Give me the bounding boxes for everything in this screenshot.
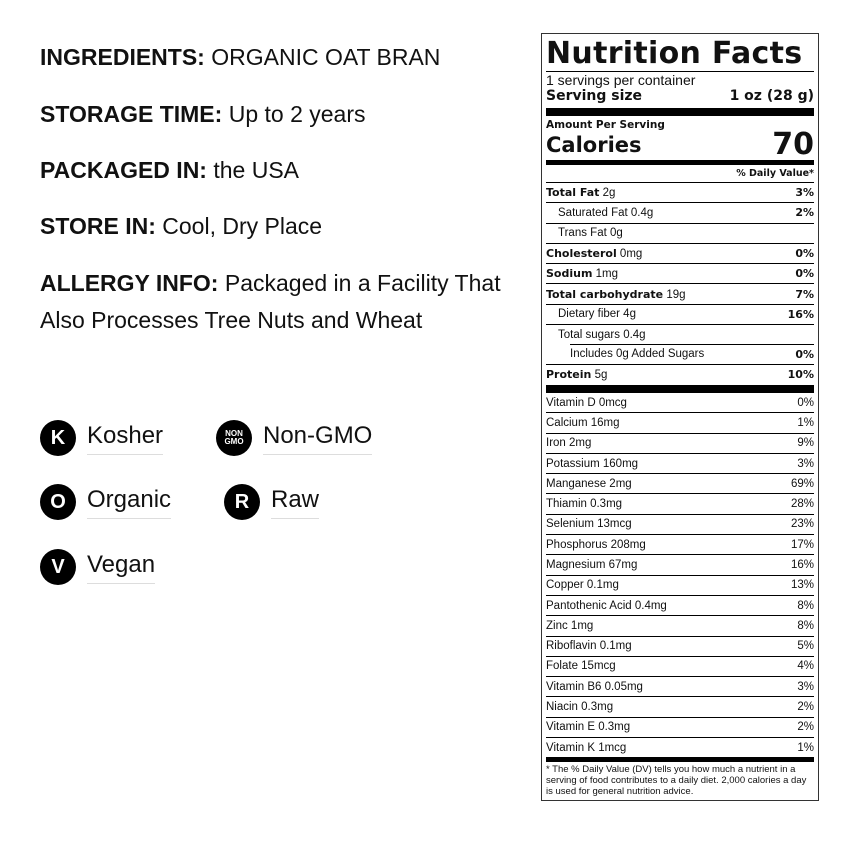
vitamin-list: Vitamin D 0mcg 0% Calcium 16mg 1% Iron 2mg 9%… <box>546 393 814 757</box>
calories: Calories 70 <box>546 127 814 162</box>
nutrient-row: Cholesterol 0mg 0% <box>546 242 814 263</box>
vitamin-row: Niacin 0.3mg 2% <box>546 696 814 716</box>
vitamin-row: Calcium 16mg 1% <box>546 412 814 432</box>
vitamin-row: Magnesium 67mg 16% <box>546 554 814 574</box>
nutrient-row: Trans Fat 0g <box>546 222 814 243</box>
badge-label: Non-GMO <box>263 422 373 455</box>
badge-label: Organic <box>87 486 172 519</box>
nutrient-row: Total carbohydrate 19g 7% <box>546 283 814 303</box>
nutrient-list: Total Fat 2g 3% Saturated Fat 0.4g 2% Trans … <box>546 182 814 384</box>
nutrition-facts-label: Nutrition Facts 1 servings per container… <box>541 33 819 801</box>
badge-raw: R Raw <box>224 484 320 520</box>
vitamin-row: Pantothenic Acid 0.4mg 8% <box>546 594 814 615</box>
nutrient-row: Protein 5g 10% <box>546 363 814 384</box>
vitamin-row: Zinc 1mg 8% <box>546 615 814 635</box>
nutrient-row: Includes 0g Added Sugars 0% <box>546 344 814 364</box>
storage-time: STORAGE TIME: Up to 2 years <box>40 101 366 127</box>
servings-per-container: 1 servings per container <box>546 72 696 88</box>
footnote: * The % Daily Value (DV) tells you how m… <box>546 764 807 798</box>
badge-label: Kosher <box>87 422 164 455</box>
ingredients: INGREDIENTS: ORGANIC OAT BRAN <box>40 44 441 70</box>
label-title: Nutrition Facts <box>546 36 803 71</box>
badge-label: Raw <box>271 486 320 519</box>
vitamin-row: Potassium 160mg 3% <box>546 452 814 473</box>
nutrient-row: Total sugars 0.4g <box>546 324 814 344</box>
vitamin-row: Copper 0.1mg 13% <box>546 574 814 595</box>
badge-label: Vegan <box>87 551 156 584</box>
vegan-icon: V <box>40 549 76 585</box>
vitamin-row: Vitamin B6 0.05mg 3% <box>546 676 814 696</box>
vitamin-row: Iron 2mg 9% <box>546 432 814 453</box>
badge-vegan: V Vegan <box>40 549 156 585</box>
nutrient-row: Dietary fiber 4g 16% <box>546 303 814 324</box>
badge-organic: O Organic <box>40 484 172 520</box>
allergy-info: ALLERGY INFO: Packaged in a Facility Tha… <box>40 270 501 333</box>
vitamin-row: Vitamin K 1mcg 1% <box>546 737 814 757</box>
raw-icon: R <box>224 484 260 520</box>
dv-header: % Daily Value* <box>736 168 814 179</box>
vitamin-row: Phosphorus 208mg 17% <box>546 534 814 554</box>
serving-size: Serving size 1 oz (28 g) <box>546 88 814 104</box>
store-in: STORE IN: Cool, Dry Place <box>40 213 323 239</box>
nutrient-row: Sodium 1mg 0% <box>546 263 814 283</box>
kosher-icon: K <box>40 420 76 456</box>
vitamin-row: Riboflavin 0.1mg 5% <box>546 635 814 656</box>
vitamin-row: Vitamin D 0mcg 0% <box>546 396 814 409</box>
non-gmo-icon: NON GMO <box>216 420 252 456</box>
nutrient-row: Total Fat 2g 3% <box>546 182 814 202</box>
vitamin-row: Selenium 13mcg 23% <box>546 513 814 534</box>
vitamin-row: Thiamin 0.3mg 28% <box>546 493 814 513</box>
vitamin-row: Manganese 2mg 69% <box>546 473 814 493</box>
badge-kosher: K Kosher <box>40 420 164 456</box>
vitamin-row: Vitamin E 0.3mg 2% <box>546 716 814 737</box>
vitamin-row: Folate 15mcg 4% <box>546 655 814 676</box>
packaged-in: PACKAGED IN: the USA <box>40 157 300 183</box>
badge-non-gmo: NON GMO Non-GMO <box>216 420 373 456</box>
nutrient-row: Saturated Fat 0.4g 2% <box>546 202 814 222</box>
amount-per-serving: Amount Per Serving <box>546 119 665 131</box>
organic-icon: O <box>40 484 76 520</box>
